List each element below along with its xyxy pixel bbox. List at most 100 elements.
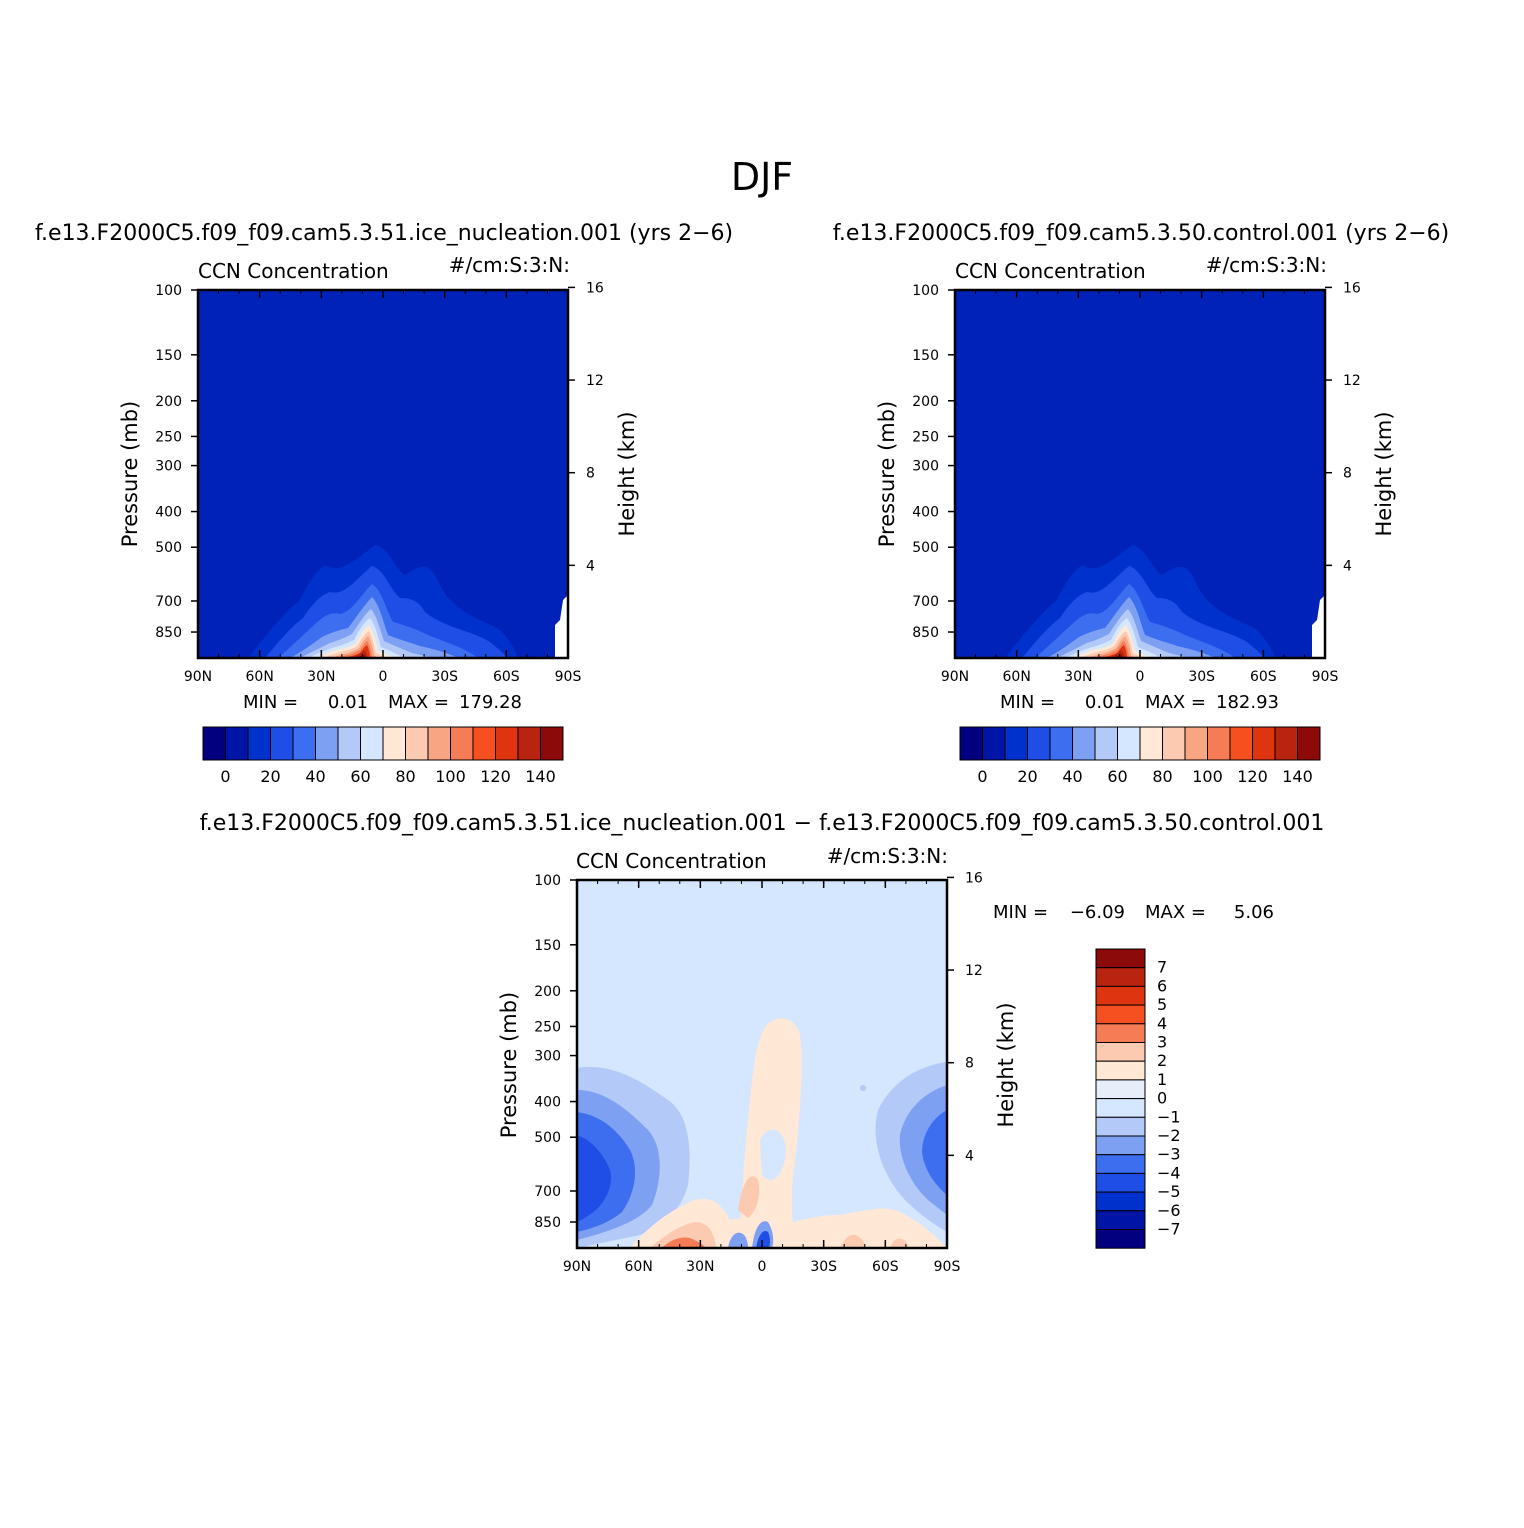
max-label: MAX = bbox=[388, 692, 449, 713]
colorbar-label: 100 bbox=[1192, 767, 1223, 786]
y-tick-label: 150 bbox=[155, 348, 182, 364]
colorbar-box bbox=[1229, 726, 1253, 761]
colorbar-label: 3 bbox=[1157, 1033, 1167, 1052]
colorbar-box bbox=[1207, 726, 1231, 761]
colorbar-label: −2 bbox=[1157, 1126, 1181, 1145]
x-tick-label: 90N bbox=[941, 669, 969, 685]
colorbar-box bbox=[1095, 1023, 1146, 1043]
colorbar-box bbox=[292, 726, 316, 761]
x-tick-label: 30S bbox=[810, 1259, 837, 1275]
colorbar-label: 120 bbox=[1237, 767, 1268, 786]
colorbar-box bbox=[1095, 1042, 1146, 1062]
colorbar: 0 20 40 60 80 100 120 140 bbox=[959, 726, 1321, 786]
y-tick-label: 300 bbox=[912, 459, 939, 475]
y-tick-label: 400 bbox=[534, 1095, 561, 1111]
colorbar-label: 140 bbox=[1282, 767, 1313, 786]
min-label: MIN = bbox=[1000, 692, 1055, 713]
colorbar-label: 0 bbox=[977, 767, 987, 786]
max-label: MAX = bbox=[1145, 902, 1206, 923]
y2-tick-label: 12 bbox=[586, 373, 604, 389]
colorbar-label: 80 bbox=[395, 767, 415, 786]
y-axis-title: Pressure (mb) bbox=[875, 401, 899, 548]
y2-axis-title: Height (km) bbox=[615, 411, 639, 536]
y-tick-label: 200 bbox=[155, 394, 182, 410]
y2-tick-label: 12 bbox=[1343, 373, 1361, 389]
y2-tick-label: 16 bbox=[1343, 280, 1361, 296]
colorbar-box bbox=[1274, 726, 1298, 761]
colorbar-box bbox=[1049, 726, 1073, 761]
colorbar-box bbox=[1095, 1210, 1146, 1231]
x-tick-label: 0 bbox=[1136, 669, 1145, 685]
variable-units: #/cm:S:3:N: bbox=[827, 844, 948, 868]
colorbar-box bbox=[1004, 726, 1028, 761]
colorbar-box bbox=[1117, 726, 1141, 761]
min-label: MIN = bbox=[243, 692, 298, 713]
variable-name: CCN Concentration bbox=[955, 259, 1146, 283]
colorbar-label: 20 bbox=[1017, 767, 1037, 786]
y-tick-label: 100 bbox=[155, 283, 182, 299]
variable-units: #/cm:S:3:N: bbox=[449, 253, 570, 277]
panel-title: f.e13.F2000C5.f09_f09.cam5.3.51.ice_nucl… bbox=[35, 221, 733, 246]
y-tick-label: 850 bbox=[534, 1215, 561, 1231]
min-value: 0.01 bbox=[328, 692, 368, 713]
x-tick-label: 60N bbox=[1003, 669, 1031, 685]
contour-field bbox=[198, 290, 568, 658]
colorbar-box bbox=[1252, 726, 1276, 761]
y2-axis-title: Height (km) bbox=[1372, 411, 1396, 536]
colorbar-label: 1 bbox=[1157, 1070, 1167, 1089]
y-tick-label: 850 bbox=[155, 625, 182, 641]
colorbar-label: −6 bbox=[1157, 1201, 1181, 1220]
colorbar-box bbox=[427, 726, 451, 761]
y2-tick-label: 4 bbox=[965, 1148, 974, 1164]
colorbar-box bbox=[382, 726, 406, 761]
y-tick-label: 700 bbox=[155, 594, 182, 610]
y-tick-label: 400 bbox=[912, 505, 939, 521]
colorbar-box bbox=[1095, 1135, 1146, 1156]
max-value: 179.28 bbox=[459, 692, 522, 713]
y2-tick-label: 8 bbox=[586, 466, 595, 482]
figure-title: DJF bbox=[731, 155, 793, 199]
colorbar-label: −4 bbox=[1157, 1163, 1181, 1182]
colorbar-box bbox=[495, 726, 519, 761]
colorbar-box bbox=[959, 726, 983, 761]
y-tick-label: 250 bbox=[912, 429, 939, 445]
panel-ice-nucleation: f.e13.F2000C5.f09_f09.cam5.3.51.ice_nucl… bbox=[35, 221, 733, 786]
colorbar-box bbox=[472, 726, 496, 761]
variable-units: #/cm:S:3:N: bbox=[1206, 253, 1327, 277]
colorbar-box bbox=[1095, 1154, 1146, 1174]
stats: MIN = 0.01 MAX = 179.28 bbox=[243, 692, 522, 713]
colorbar-box bbox=[982, 726, 1006, 761]
y-tick-label: 250 bbox=[534, 1019, 561, 1035]
colorbar-box bbox=[1095, 1116, 1146, 1137]
colorbar-box bbox=[1162, 726, 1186, 761]
x-tick-label: 0 bbox=[379, 669, 388, 685]
y-tick-label: 200 bbox=[534, 984, 561, 1000]
y-axis-title: Pressure (mb) bbox=[118, 401, 142, 548]
colorbar-box bbox=[1027, 726, 1051, 761]
y2-tick-label: 4 bbox=[586, 558, 595, 574]
colorbar-box bbox=[225, 726, 249, 761]
colorbar-label: 100 bbox=[435, 767, 466, 786]
x-tick-label: 30N bbox=[686, 1259, 714, 1275]
stats: MIN = −6.09 MAX = 5.06 bbox=[993, 902, 1274, 923]
colorbar-box bbox=[270, 726, 294, 761]
colorbar-box bbox=[1139, 726, 1163, 761]
y-tick-label: 500 bbox=[155, 540, 182, 556]
colorbar-box bbox=[1095, 967, 1146, 987]
axes: 90N 60N 30N 0 30S 60S 90S 100 150 200 250 300 400 500… bbox=[534, 870, 983, 1275]
y-axis-title: Pressure (mb) bbox=[497, 992, 521, 1139]
colorbar-label: 0 bbox=[1157, 1089, 1167, 1108]
colorbar-label: 2 bbox=[1157, 1051, 1167, 1070]
y2-tick-label: 4 bbox=[1343, 558, 1352, 574]
min-value: 0.01 bbox=[1085, 692, 1125, 713]
colorbar-box bbox=[1072, 726, 1096, 761]
colorbar-box bbox=[1095, 1172, 1146, 1193]
axes: 90N 60N 30N 0 30S 60S 90S 100 150 200 250 300 400 500… bbox=[155, 280, 604, 685]
stats: MIN = 0.01 MAX = 182.93 bbox=[1000, 692, 1279, 713]
x-tick-label: 60S bbox=[493, 669, 520, 685]
x-tick-label: 90S bbox=[1312, 669, 1339, 685]
x-tick-label: 60S bbox=[872, 1259, 899, 1275]
max-value: 5.06 bbox=[1234, 902, 1274, 923]
panel-title: f.e13.F2000C5.f09_f09.cam5.3.50.control.… bbox=[833, 221, 1449, 246]
